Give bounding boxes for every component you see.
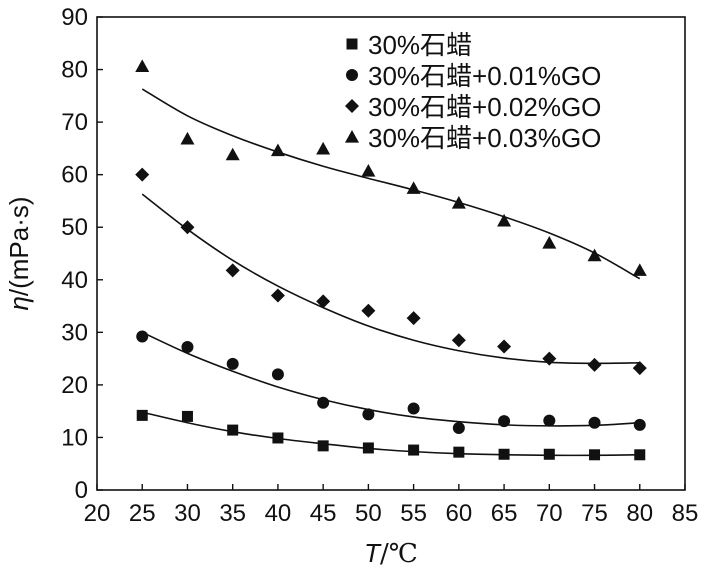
- data-point-triangle: [542, 235, 557, 249]
- data-point-circle: [633, 418, 646, 431]
- y-axis-ticks: 0 10 20 30 40 50 60 70 80 90: [61, 4, 103, 504]
- x-tick-label: 55: [400, 500, 427, 527]
- data-point-circle: [452, 421, 465, 434]
- plot-frame: [96, 16, 686, 491]
- data-point-circle: [543, 414, 556, 427]
- data-point-circle: [181, 341, 194, 354]
- data-point-diamond: [270, 288, 285, 303]
- data-point-square: [362, 442, 374, 454]
- y-tick-label: 60: [61, 162, 88, 189]
- x-tick-label: 80: [626, 500, 653, 527]
- x-tick-label: 65: [491, 500, 518, 527]
- x-axis-label-var: T: [364, 538, 382, 568]
- x-axis-label-unit: /℃: [380, 539, 418, 569]
- data-point-diamond: [542, 351, 557, 366]
- data-point-square: [227, 424, 239, 436]
- data-point-square: [136, 409, 148, 421]
- data-point-triangle: [406, 181, 421, 194]
- y-tick-label: 50: [61, 214, 88, 241]
- y-tick-label: 70: [61, 109, 88, 136]
- y-tick-label: 20: [61, 372, 88, 399]
- data-point-square: [181, 410, 193, 422]
- data-point-diamond: [345, 99, 359, 113]
- y-tick-label: 90: [61, 4, 88, 31]
- x-tick-label: 85: [672, 500, 699, 527]
- data-point-square: [589, 449, 601, 461]
- data-point-circle: [498, 415, 511, 428]
- data-point-diamond: [632, 361, 647, 376]
- x-tick-label: 45: [310, 500, 337, 527]
- legend-label-series-2: 30%石蜡+0.01%GO: [368, 61, 601, 91]
- data-point-diamond: [406, 311, 421, 326]
- x-tick-label: 50: [355, 500, 382, 527]
- data-point-square: [272, 432, 284, 444]
- fit-line-series-4: [141, 88, 641, 280]
- data-point-square: [408, 444, 420, 456]
- data-point-triangle: [345, 130, 359, 143]
- y-tick-label: 0: [75, 477, 88, 504]
- y-tick-label: 30: [61, 319, 88, 346]
- data-point-square: [543, 448, 555, 460]
- data-point-circle: [226, 357, 239, 370]
- data-point-triangle: [497, 213, 512, 227]
- data-point-square: [453, 446, 465, 458]
- data-point-diamond: [225, 263, 240, 278]
- fit-line-series-2: [141, 331, 640, 427]
- legend-label-series-3: 30%石蜡+0.02%GO: [368, 92, 601, 122]
- data-point-circle: [317, 396, 330, 409]
- data-point-triangle: [361, 163, 376, 177]
- data-point-triangle: [632, 263, 647, 276]
- x-tick-label: 30: [174, 500, 201, 527]
- data-point-diamond: [180, 220, 195, 235]
- data-point-circle: [136, 330, 149, 343]
- data-point-triangle: [225, 147, 240, 161]
- data-point-circle: [362, 408, 375, 421]
- data-point-triangle: [135, 59, 150, 73]
- y-tick-label: 80: [61, 57, 88, 84]
- x-tick-label: 20: [84, 500, 111, 527]
- y-axis-label-unit: /(mPa·s): [4, 196, 34, 296]
- x-tick-label: 60: [445, 500, 472, 527]
- legend: 30%石蜡30%石蜡+0.01%GO30%石蜡+0.02%GO30%石蜡+0.0…: [345, 30, 601, 153]
- data-point-square: [498, 448, 510, 460]
- data-point-square: [317, 440, 329, 452]
- x-tick-label: 35: [219, 500, 246, 527]
- data-point-circle: [407, 402, 420, 415]
- data-point-circle: [271, 368, 284, 381]
- data-point-circle: [346, 69, 358, 81]
- data-point-diamond: [451, 333, 466, 348]
- fit-line-series-3: [141, 193, 640, 365]
- y-axis-label-var: η: [4, 296, 34, 310]
- legend-label-series-1: 30%石蜡: [368, 30, 472, 60]
- data-point-diamond: [316, 294, 331, 309]
- plot-area: [96, 16, 686, 491]
- x-tick-label: 25: [129, 500, 156, 527]
- data-point-diamond: [587, 357, 602, 372]
- data-point-diamond: [497, 339, 512, 354]
- data-point-triangle: [451, 196, 466, 209]
- x-tick-label: 70: [536, 500, 563, 527]
- x-axis-ticks: 20 25 30 35 40 45 50 55 60 65 70 75 80 85: [84, 484, 699, 527]
- y-axis-label: η/(mPa·s): [4, 196, 34, 310]
- y-tick-label: 40: [61, 267, 88, 294]
- x-tick-label: 75: [581, 500, 608, 527]
- data-point-triangle: [180, 131, 195, 145]
- legend-label-series-4: 30%石蜡+0.03%GO: [368, 123, 601, 153]
- x-axis-label: T/℃: [364, 538, 418, 569]
- data-point-square: [634, 449, 646, 461]
- y-tick-label: 10: [61, 424, 88, 451]
- data-point-triangle: [587, 248, 602, 262]
- data-point-diamond: [361, 303, 376, 318]
- x-tick-label: 40: [265, 500, 292, 527]
- data-markers: [135, 59, 647, 461]
- data-point-triangle: [270, 143, 285, 157]
- data-point-circle: [588, 416, 601, 429]
- data-point-diamond: [135, 167, 150, 182]
- data-point-triangle: [316, 141, 331, 155]
- fit-line-series-1: [142, 411, 640, 457]
- data-point-square: [346, 38, 358, 50]
